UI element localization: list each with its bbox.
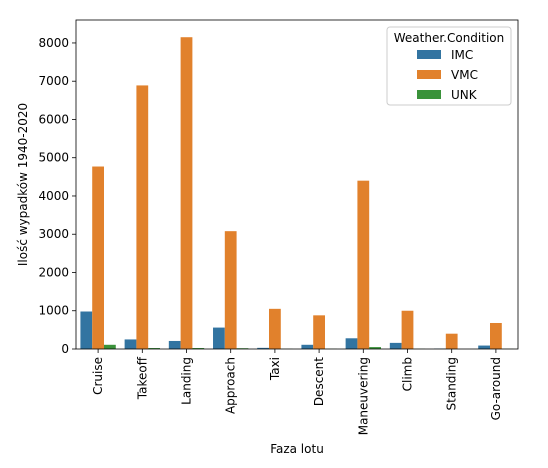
legend-label-imc: IMC bbox=[451, 48, 473, 62]
x-tick-label: Landing bbox=[180, 357, 194, 405]
x-tick-label: Approach bbox=[224, 357, 238, 414]
bar-unk-landing bbox=[192, 348, 205, 349]
y-axis-label: Ilość wypadków 1940-2020 bbox=[16, 103, 30, 266]
bar-vmc-approach bbox=[224, 231, 237, 349]
legend-box bbox=[386, 26, 512, 106]
bar-unk-cruise bbox=[103, 344, 116, 349]
bar-unk-takeoff bbox=[148, 348, 160, 349]
bar-vmc-descent bbox=[313, 315, 325, 349]
legend-items: IMC VMC UNK bbox=[417, 48, 478, 102]
y-tick-label: 3000 bbox=[38, 227, 69, 241]
bar-imc-climb bbox=[389, 342, 402, 349]
bar-imc-descent bbox=[301, 344, 314, 349]
y-tick-label: 6000 bbox=[38, 112, 69, 126]
bar-imc-takeoff bbox=[124, 339, 137, 349]
x-axis-label: Faza lotu bbox=[270, 442, 324, 456]
bar-vmc-climb bbox=[401, 310, 414, 349]
legend-label-vmc: VMC bbox=[451, 68, 478, 82]
bar-vmc-go-around bbox=[490, 322, 502, 349]
x-tick-label: Climb bbox=[401, 357, 415, 391]
bar-vmc-landing bbox=[180, 37, 193, 349]
x-tick-label: Standing bbox=[445, 357, 459, 410]
legend-swatch-imc bbox=[417, 50, 441, 59]
legend-swatch-unk bbox=[417, 90, 441, 99]
bar-vmc-cruise bbox=[92, 166, 104, 349]
x-tick-label: Takeoff bbox=[135, 356, 149, 400]
x-tick-label: Go-around bbox=[489, 357, 503, 420]
legend-title: Weather.Condition bbox=[394, 31, 505, 45]
legend-swatch-vmc bbox=[417, 70, 441, 79]
bar-vmc-taxi bbox=[269, 308, 281, 349]
y-tick-label: 0 bbox=[61, 342, 69, 356]
x-tick-label: Taxi bbox=[268, 357, 282, 381]
plot-frame bbox=[75, 19, 519, 350]
bar-imc-landing bbox=[168, 340, 181, 349]
x-tick-label: Maneuvering bbox=[356, 357, 370, 435]
y-tick-label: 2000 bbox=[38, 265, 69, 279]
y-tick-label: 5000 bbox=[38, 151, 69, 165]
y-tick-label: 4000 bbox=[38, 189, 69, 203]
bar-vmc-maneuvering bbox=[357, 180, 370, 349]
bar-vmc-takeoff bbox=[136, 85, 149, 349]
x-tick-label: Cruise bbox=[91, 357, 105, 395]
bar-imc-go-around bbox=[478, 345, 491, 349]
legend-label-unk: UNK bbox=[451, 88, 478, 102]
bar-imc-taxi bbox=[257, 347, 270, 349]
bar-unk-maneuvering bbox=[369, 347, 381, 349]
y-tick-label: 1000 bbox=[38, 304, 69, 318]
bar-vmc-standing bbox=[445, 333, 458, 349]
bar-imc-approach bbox=[213, 327, 225, 349]
legend: Weather.Condition IMC VMC UNK bbox=[386, 26, 512, 106]
y-axis: 0 1000 2000 3000 4000 5000 6000 7000 8000 bbox=[38, 36, 76, 356]
bar-imc-maneuvering bbox=[345, 338, 358, 349]
y-tick-label: 7000 bbox=[38, 74, 69, 88]
x-axis: Cruise Takeoff Landing Approach Taxi Descent M… bbox=[91, 349, 503, 435]
bar-imc-cruise bbox=[80, 311, 93, 349]
y-tick-label: 8000 bbox=[38, 36, 69, 50]
x-tick-label: Descent bbox=[312, 357, 326, 406]
bars-group bbox=[80, 37, 514, 349]
